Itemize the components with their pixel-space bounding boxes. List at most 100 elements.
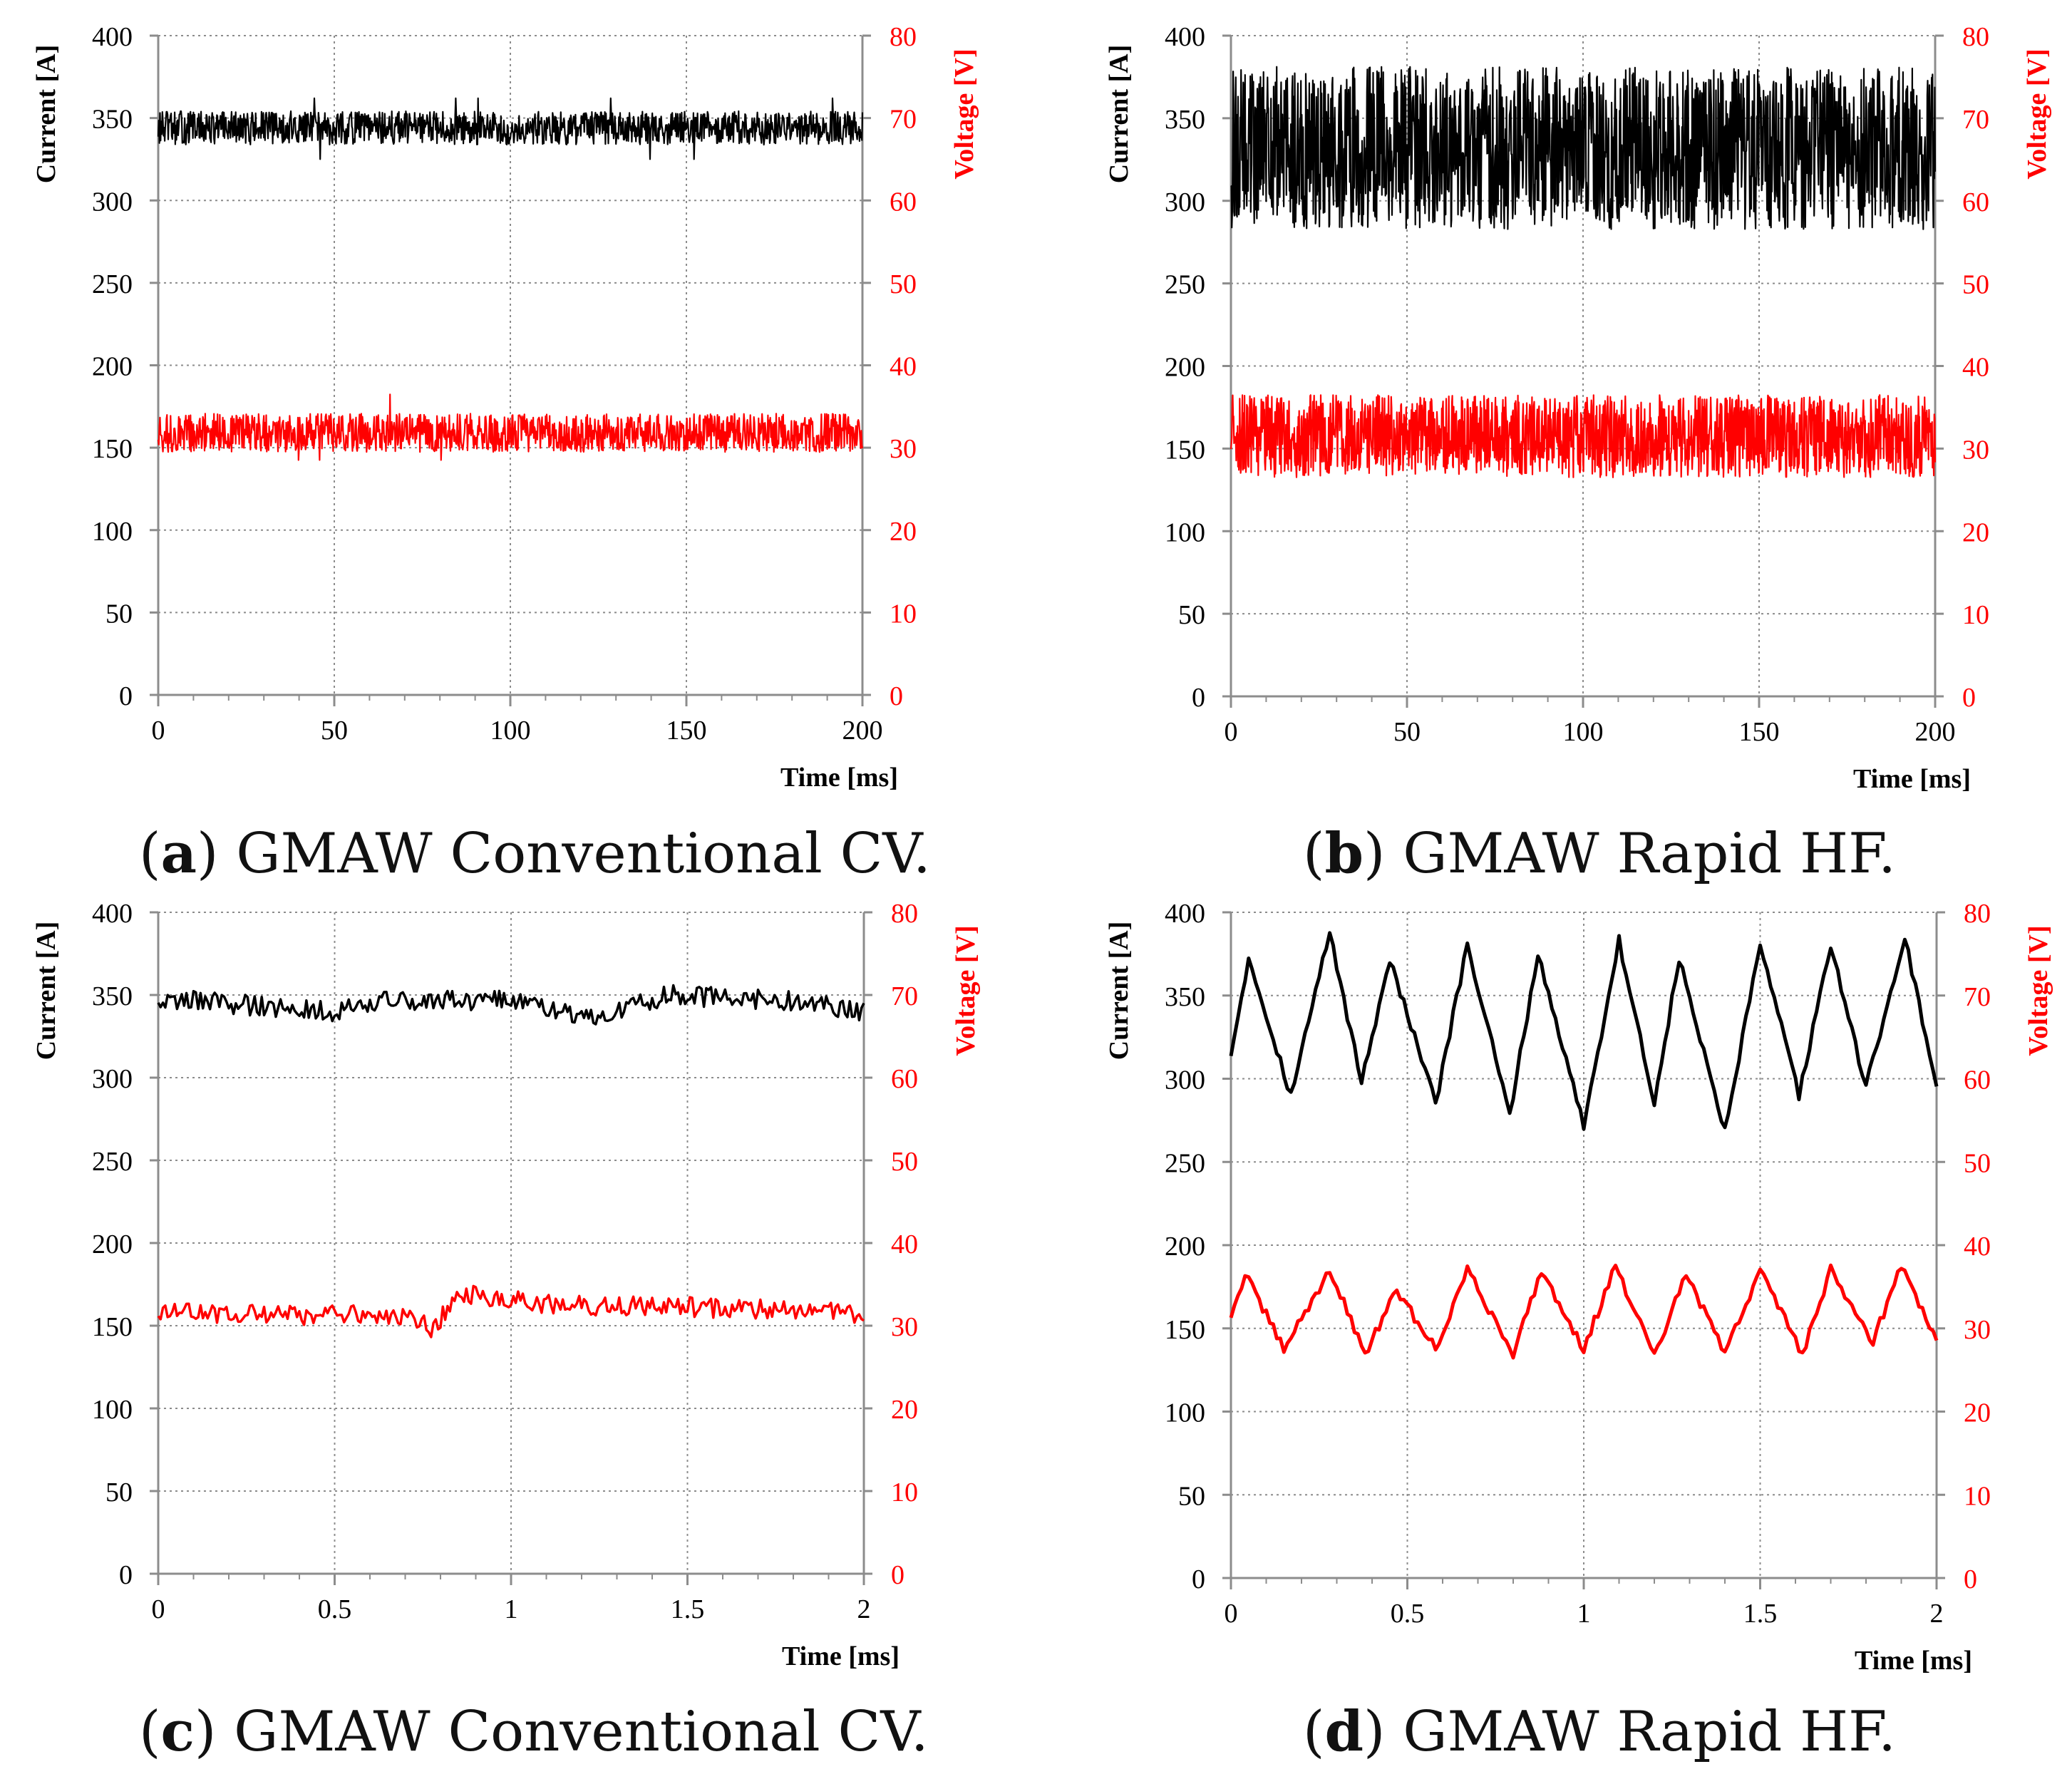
y-right-axis-title: Voltage [V]: [2022, 48, 2052, 179]
series-voltage-line: [157, 393, 864, 461]
caption-d: (d) GMAW Rapid HF.: [1303, 1699, 1896, 1764]
series-current-line: [1229, 931, 1939, 1131]
y-left-tick-label: 50: [1178, 600, 1205, 630]
caption-b: (b) GMAW Rapid HF.: [1303, 821, 1896, 886]
y-right-axis-title: Voltage [V]: [951, 925, 981, 1056]
y-left-tick-label: 150: [1165, 1315, 1205, 1345]
y-right-tick-label: 50: [1962, 270, 1989, 300]
y-left-tick-label: 400: [92, 22, 133, 52]
y-left-tick-label: 150: [92, 434, 133, 464]
y-right-tick-label: 60: [1964, 1066, 1991, 1095]
y-left-tick-label: 100: [92, 517, 133, 547]
y-left-tick-label: 350: [92, 981, 133, 1011]
y-right-tick-label: 0: [890, 681, 903, 711]
x-tick-label: 100: [490, 716, 531, 746]
y-right-tick-label: 10: [890, 599, 917, 629]
y-left-tick-label: 250: [1165, 270, 1205, 300]
caption-d-letter: d: [1324, 1699, 1364, 1764]
y-right-tick-label: 20: [890, 517, 917, 547]
y-left-tick-label: 50: [1178, 1481, 1205, 1511]
x-tick-label: 2: [1930, 1599, 1944, 1629]
y-right-tick-label: 80: [1964, 899, 1991, 929]
y-right-tick-label: 20: [891, 1395, 918, 1425]
y-left-tick-label: 250: [1165, 1148, 1205, 1178]
x-tick-label: 200: [1915, 717, 1956, 747]
y-right-tick-label: 10: [1964, 1481, 1991, 1511]
caption-a: (a) GMAW Conventional CV.: [139, 821, 931, 886]
y-left-tick-label: 250: [92, 1147, 133, 1177]
y-left-tick-label: 250: [92, 269, 133, 299]
y-right-tick-label: 70: [1964, 982, 1991, 1012]
y-left-tick-label: 200: [1165, 1232, 1205, 1262]
y-left-tick-label: 400: [92, 899, 133, 929]
y-right-tick-label: 50: [891, 1147, 918, 1177]
y-left-tick-label: 50: [105, 599, 133, 629]
y-right-tick-label: 0: [1964, 1564, 1977, 1594]
y-left-tick-label: 0: [119, 681, 133, 711]
x-tick-label: 0: [152, 716, 165, 746]
y-right-tick-label: 30: [1962, 435, 1989, 465]
y-right-tick-label: 30: [890, 434, 917, 464]
y-left-tick-label: 200: [92, 1229, 133, 1259]
y-right-tick-label: 50: [890, 269, 917, 299]
x-tick-label: 150: [1739, 717, 1780, 747]
x-tick-label: 150: [666, 716, 707, 746]
x-tick-label: 0: [152, 1594, 165, 1624]
y-left-axis-title: Current [A]: [1104, 45, 1134, 184]
y-right-tick-label: 70: [891, 981, 918, 1011]
series-current-line: [157, 984, 865, 1026]
y-right-tick-label: 70: [890, 105, 917, 135]
y-right-axis-title: Voltage [V]: [2024, 925, 2053, 1056]
x-tick-label: 0: [1225, 1599, 1238, 1629]
y-left-tick-label: 100: [92, 1395, 133, 1425]
y-left-tick-label: 300: [92, 187, 133, 217]
x-axis-title: Time [ms]: [1855, 1646, 1972, 1676]
x-tick-label: 100: [1563, 717, 1604, 747]
x-axis-title: Time [ms]: [782, 1641, 900, 1671]
x-tick-label: 1: [505, 1594, 518, 1624]
y-right-tick-label: 80: [891, 899, 918, 929]
y-left-tick-label: 300: [92, 1064, 133, 1094]
caption-a-letter: a: [160, 821, 197, 886]
y-right-axis-title: Voltage [V]: [949, 48, 979, 179]
y-right-tick-label: 40: [1962, 353, 1989, 383]
caption-c: (c) GMAW Conventional CV.: [139, 1699, 929, 1764]
y-left-tick-label: 0: [119, 1560, 133, 1590]
x-tick-label: 50: [1393, 717, 1421, 747]
y-left-tick-label: 150: [92, 1312, 133, 1342]
x-tick-label: 2: [857, 1594, 871, 1624]
y-right-tick-label: 60: [891, 1064, 918, 1094]
y-left-axis-title: Current [A]: [1104, 922, 1134, 1061]
y-left-tick-label: 0: [1192, 683, 1205, 713]
caption-b-letter: b: [1324, 821, 1364, 886]
y-right-tick-label: 0: [1962, 683, 1976, 713]
caption-c-letter: c: [160, 1699, 195, 1764]
y-left-tick-label: 300: [1165, 1066, 1205, 1095]
series-voltage-line: [1230, 394, 1937, 478]
y-right-tick-label: 20: [1962, 517, 1989, 547]
y-right-tick-label: 60: [890, 187, 917, 217]
y-left-tick-label: 400: [1165, 899, 1205, 929]
y-right-tick-label: 60: [1962, 187, 1989, 217]
y-left-tick-label: 50: [105, 1478, 133, 1507]
y-right-tick-label: 80: [890, 22, 917, 52]
x-tick-label: 50: [321, 716, 348, 746]
x-tick-label: 200: [842, 716, 883, 746]
y-left-axis-title: Current [A]: [31, 45, 61, 184]
series-current-line: [1230, 66, 1937, 230]
series-voltage-line: [157, 1284, 865, 1339]
y-left-axis-title: Current [A]: [31, 922, 61, 1061]
y-left-tick-label: 200: [1165, 353, 1205, 383]
y-left-tick-label: 400: [1165, 22, 1205, 52]
series-current-line: [157, 97, 864, 160]
x-tick-label: 0: [1225, 717, 1238, 747]
x-tick-label: 1.5: [1743, 1599, 1778, 1629]
y-right-tick-label: 10: [891, 1478, 918, 1507]
y-left-tick-label: 300: [1165, 187, 1205, 217]
y-right-tick-label: 80: [1962, 22, 1989, 52]
